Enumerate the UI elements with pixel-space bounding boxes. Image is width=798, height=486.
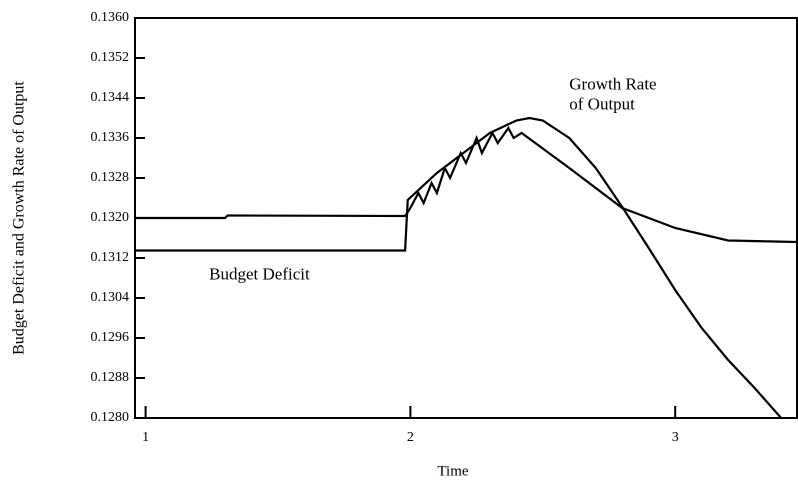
y-tick-label: 0.1312 [91,250,130,265]
y-tick-label: 0.1352 [91,50,130,65]
series-line [135,116,782,419]
y-tick-label: 0.1288 [91,370,130,385]
x-axis-label: Time [437,463,468,479]
x-tick-label: 1 [142,430,149,445]
x-tick-label: 2 [407,430,414,445]
plot-frame [134,17,798,419]
y-axis-label: Budget Deficit and Growth Rate of Output [11,81,28,355]
y-tick-label: 0.1304 [91,290,130,305]
y-tick-label: 0.1360 [91,10,130,25]
x-tick-label: 3 [672,430,679,445]
annotation: Growth Rate [569,74,656,93]
y-tick-label: 0.1336 [91,130,130,145]
y-tick-label: 0.1296 [91,330,130,345]
y-tick-label: 0.1328 [91,170,130,185]
y-tick-label: 0.1344 [91,90,130,105]
y-tick-label: 0.1280 [91,410,130,425]
annotation: Budget Deficit [209,264,310,283]
y-tick-label: 0.1320 [91,210,130,225]
series-line [135,125,798,244]
annotation: of Output [569,94,635,113]
